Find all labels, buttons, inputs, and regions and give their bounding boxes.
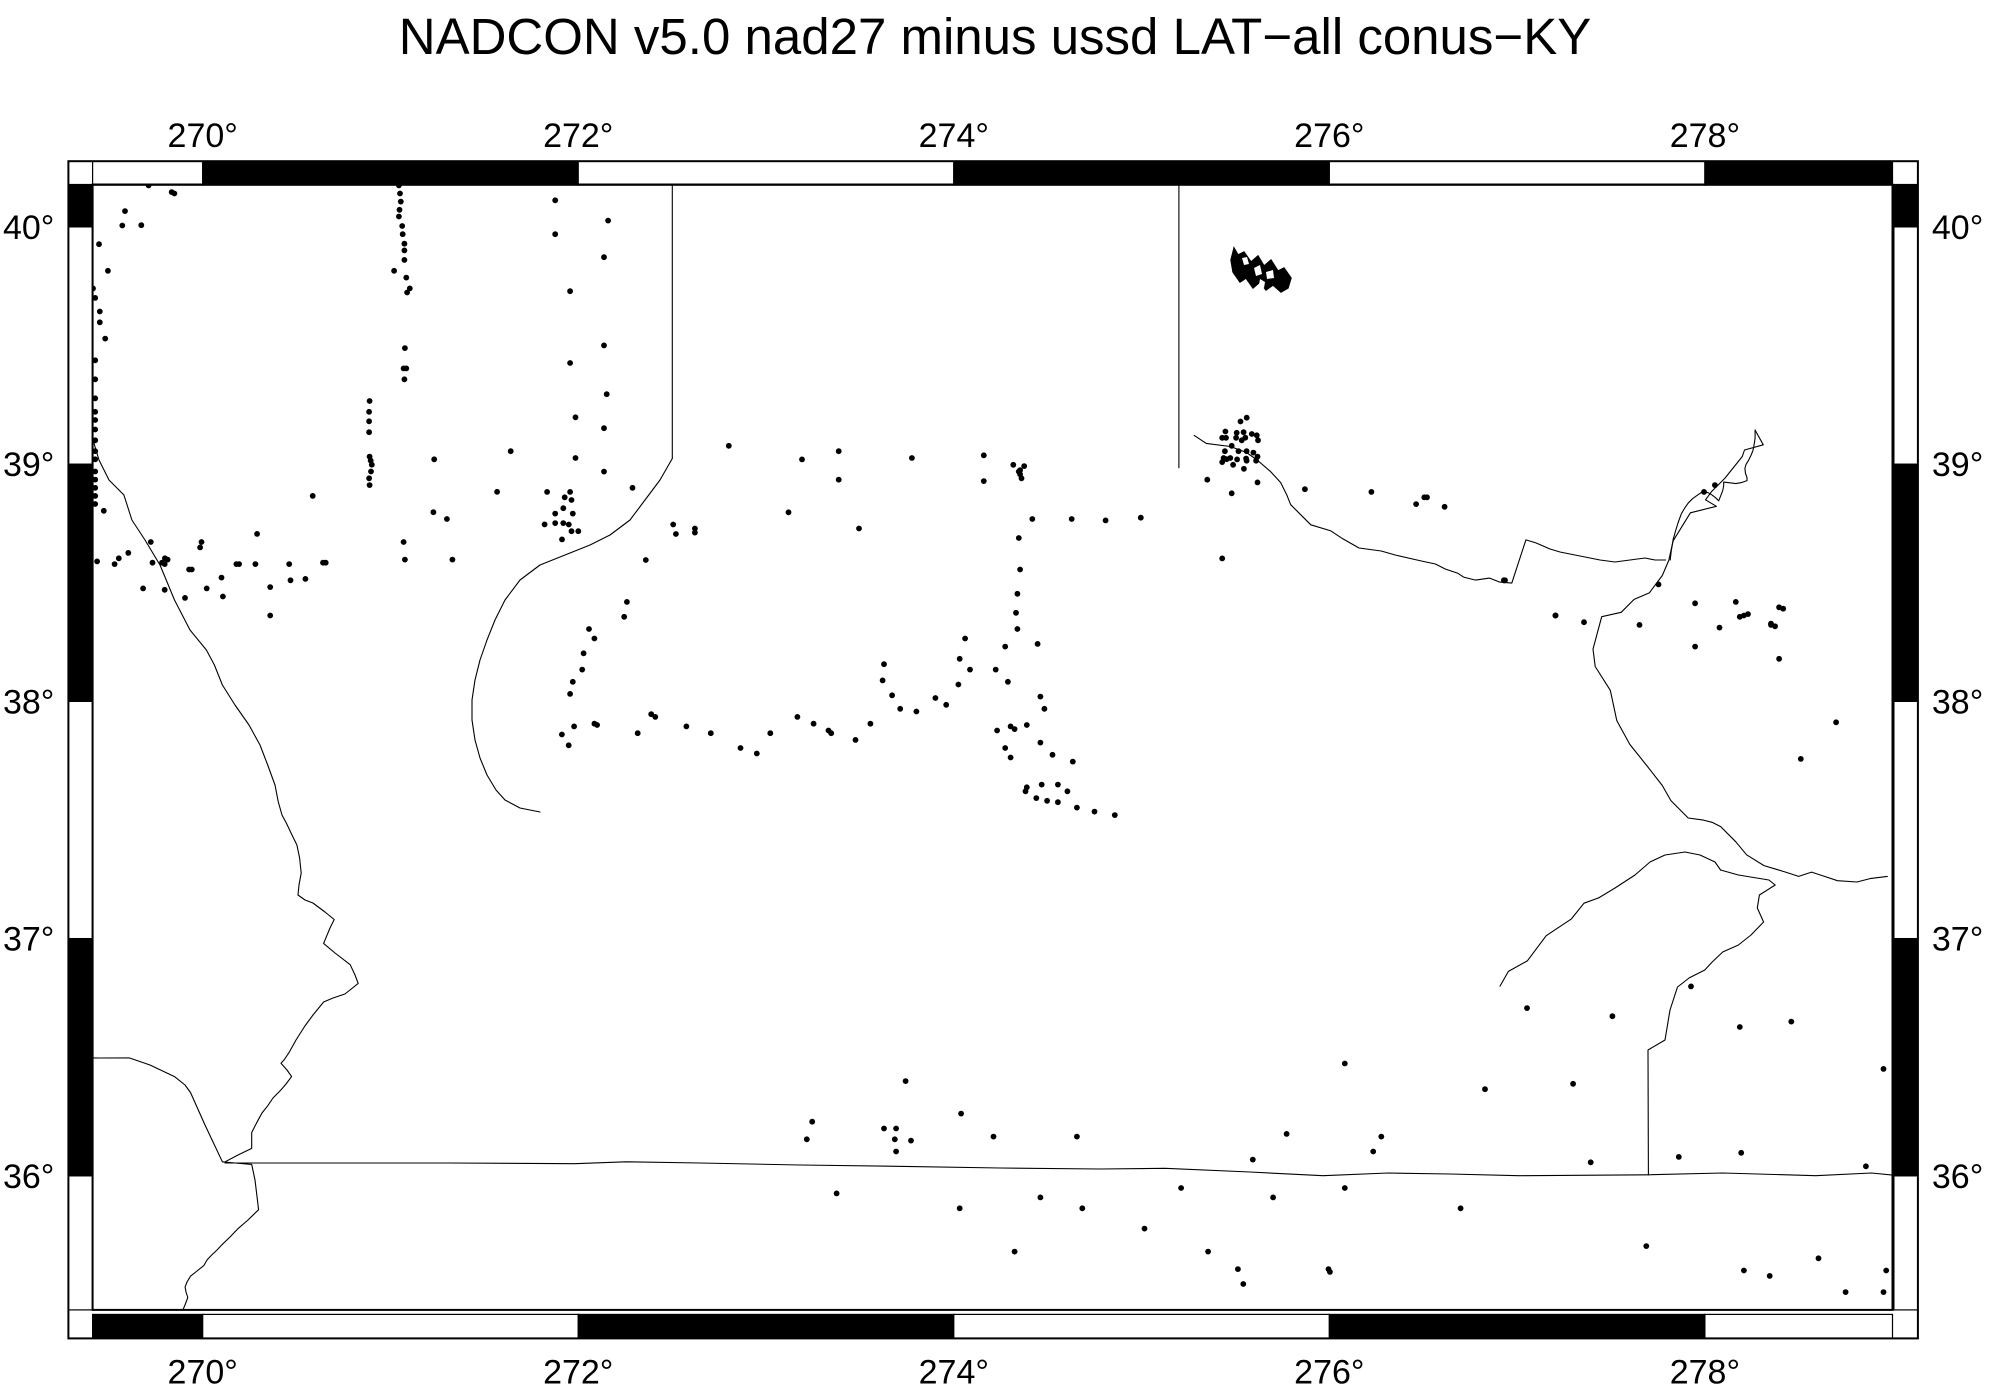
svg-text:39°: 39° <box>3 446 54 484</box>
svg-text:272°: 272° <box>543 117 613 155</box>
svg-text:270°: 270° <box>168 117 238 155</box>
svg-text:276°: 276° <box>1294 1353 1364 1386</box>
svg-text:38°: 38° <box>3 683 54 721</box>
svg-text:40°: 40° <box>1932 209 1983 247</box>
svg-text:37°: 37° <box>3 921 54 959</box>
svg-text:38°: 38° <box>1932 683 1983 721</box>
svg-text:37°: 37° <box>1932 921 1983 959</box>
svg-text:278°: 278° <box>1670 117 1740 155</box>
svg-text:40°: 40° <box>3 209 54 247</box>
svg-text:272°: 272° <box>543 1353 613 1386</box>
svg-text:NADCON v5.0 nad27 minus ussd L: NADCON v5.0 nad27 minus ussd LAT−all con… <box>399 8 1591 65</box>
svg-text:274°: 274° <box>919 117 989 155</box>
svg-text:39°: 39° <box>1932 446 1983 484</box>
svg-text:276°: 276° <box>1294 117 1364 155</box>
svg-text:36°: 36° <box>1932 1158 1983 1196</box>
svg-text:274°: 274° <box>919 1353 989 1386</box>
svg-text:278°: 278° <box>1670 1353 1740 1386</box>
svg-text:36°: 36° <box>3 1158 54 1196</box>
svg-text:270°: 270° <box>168 1353 238 1386</box>
